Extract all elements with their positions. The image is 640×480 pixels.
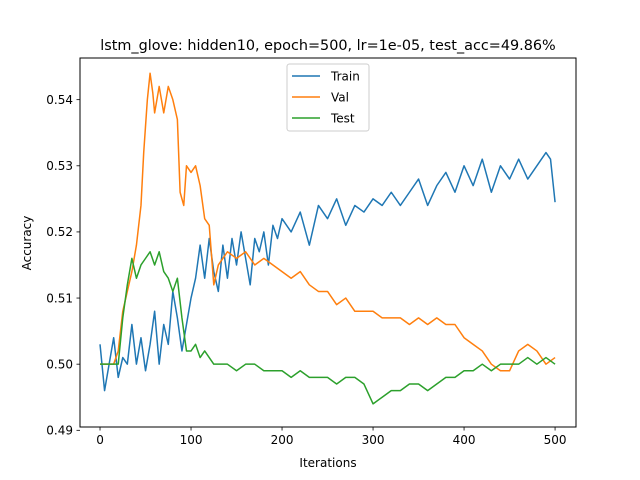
x-tick-label-400: 400 bbox=[453, 433, 476, 447]
y-tick-label-2: 0.51 bbox=[46, 291, 73, 305]
plot-frame bbox=[79, 57, 577, 428]
y-tick-label-5: 0.54 bbox=[46, 93, 73, 107]
tick-layer: 0 100 200 300 400 500 0.49 0.50 0.51 0.52 0.53 0.54 bbox=[46, 93, 566, 447]
y-tick-label-0: 0.49 bbox=[46, 424, 73, 438]
legend: Train Val Test bbox=[286, 63, 370, 132]
series-line-val bbox=[100, 72, 556, 372]
series-line-test bbox=[100, 251, 556, 405]
x-tick-label-500: 500 bbox=[544, 433, 567, 447]
y-tick-label-1: 0.50 bbox=[46, 357, 73, 371]
x-tick-label-300: 300 bbox=[362, 433, 385, 447]
x-tick-label-100: 100 bbox=[180, 433, 203, 447]
x-tick-label-0: 0 bbox=[96, 433, 104, 447]
chart-title: lstm_glove: hidden10, epoch=500, lr=1e-0… bbox=[100, 38, 555, 54]
y-tick-label-4: 0.53 bbox=[46, 159, 73, 173]
series-line-train bbox=[99, 151, 556, 392]
series-layer bbox=[99, 72, 556, 405]
x-tick-label-200: 200 bbox=[271, 433, 294, 447]
y-tick-label-3: 0.52 bbox=[46, 225, 73, 239]
y-axis-label: Accuracy bbox=[20, 216, 34, 271]
legend-label-train: Train bbox=[330, 69, 360, 83]
x-axis-label: Iterations bbox=[299, 456, 356, 470]
legend-label-test: Test bbox=[330, 111, 355, 125]
legend-label-val: Val bbox=[331, 90, 349, 104]
legend-box bbox=[286, 63, 370, 132]
